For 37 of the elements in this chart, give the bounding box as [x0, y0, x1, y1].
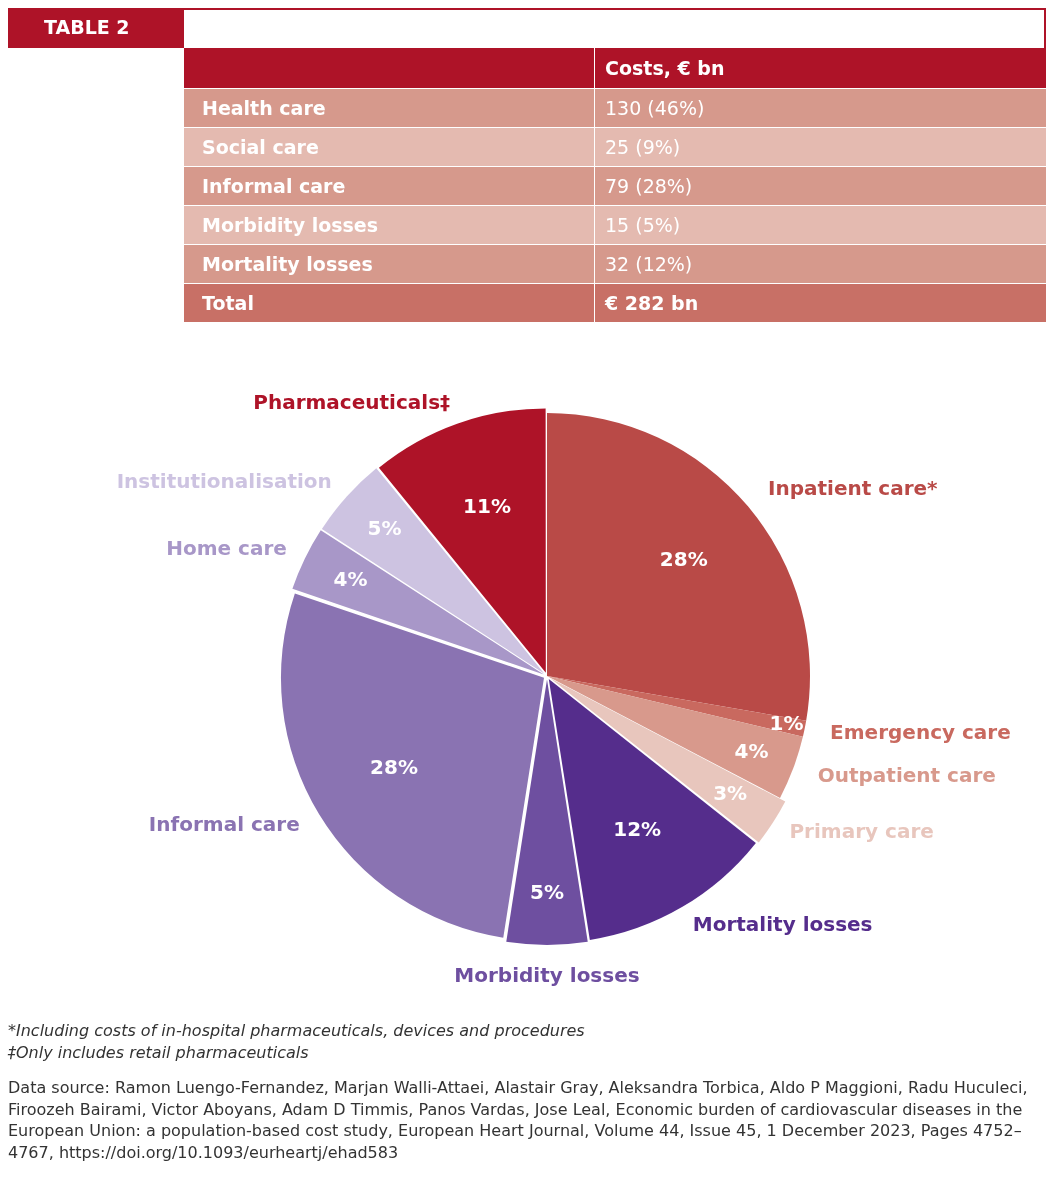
- data-label: 11%: [463, 493, 511, 518]
- data-label: 28%: [659, 547, 708, 572]
- text: € 282 bn: [605, 291, 699, 314]
- text: 130 (46%): [605, 96, 705, 119]
- data-label: 4%: [734, 738, 769, 763]
- text: Costs, € bn: [594, 48, 1046, 88]
- category-label: Health care: [201, 95, 327, 121]
- text: ‡Only includes retail pharmaceuticals: [8, 1041, 310, 1064]
- slice-label: Home care: [166, 536, 287, 561]
- data-label: 1%: [769, 711, 804, 736]
- category-label: Mortality losses: [201, 251, 374, 277]
- slice-label: Mortality losses: [692, 911, 873, 936]
- category-label: Morbidity losses: [201, 212, 380, 238]
- data-label: 5%: [367, 516, 402, 541]
- slice-label: Pharmaceuticals‡: [253, 389, 451, 414]
- text: *Including costs of in-hospital pharmaceuticals, devices and procedures: [8, 1020, 586, 1042]
- data-label: 28%: [370, 754, 418, 779]
- data-label: 12%: [613, 816, 662, 841]
- category-label: Informal care: [201, 173, 347, 199]
- slice-label: Informal care: [148, 811, 300, 836]
- slice-label: Morbidity losses: [454, 963, 640, 988]
- slice-label: Inpatient care*: [768, 476, 939, 501]
- slice-label: Outpatient care: [817, 763, 996, 788]
- slice-label: Emergency care: [830, 720, 1011, 745]
- slice-label: Institutionalisation: [116, 469, 332, 494]
- category-label: Total: [201, 290, 255, 316]
- text: 79 (28%): [605, 174, 693, 197]
- text: 32 (12%): [605, 252, 693, 275]
- category-label: Social care: [201, 134, 320, 160]
- data-label: 3%: [713, 781, 748, 805]
- slice-label: Primary care: [789, 819, 934, 844]
- text: 25 (9%): [605, 135, 681, 158]
- text: 15 (5%): [605, 213, 681, 236]
- data-label: 4%: [333, 567, 368, 592]
- text: TABLE 2: [8, 8, 184, 48]
- source-note: Data source: Ramon Luengo-Fernandez, Marjan Walli-Attaei, Alastair Gray, Aleksandra Torbica, Aldo P Maggioni, Radu Huculeci, Firoozeh Bairami, Victor Aboyans, Adam D Timmis, Panos Vardas, Jose Leal, Economic burden of cardiovascular diseases in the European Union: a population-based cost study, European Heart Journal, Volume 44, Issue 45, 1 December 2023, Pages 4752–4767, https://doi.org/10.1093/eurheartj/ehad583: [8, 1077, 1029, 1164]
- data-label: 5%: [530, 880, 564, 905]
